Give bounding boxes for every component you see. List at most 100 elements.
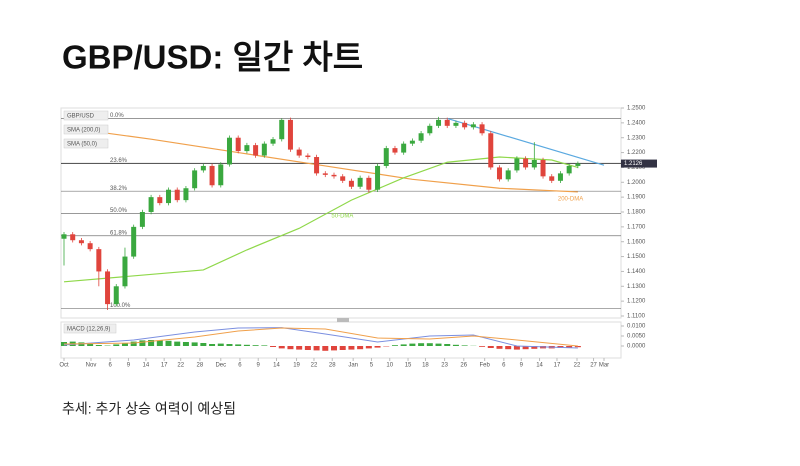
legend-box — [63, 110, 109, 121]
candle-body — [549, 176, 555, 181]
candle-body — [322, 173, 328, 175]
candle-body — [514, 158, 520, 171]
legend-box — [63, 124, 109, 135]
macd-line — [63, 327, 578, 347]
x-tick-label: Nov — [86, 363, 97, 369]
legend-box — [63, 138, 109, 149]
candle-body — [557, 173, 563, 181]
macd-bar — [156, 340, 163, 346]
x-tick-label: 14 — [273, 363, 280, 369]
x-tick-label: 22 — [574, 363, 581, 369]
level-label: 50.0% — [110, 208, 128, 214]
macd-bar — [322, 346, 329, 351]
candle-body — [113, 286, 119, 305]
macd-bar — [339, 346, 346, 350]
legend-box — [63, 323, 117, 334]
candle-body — [436, 119, 442, 126]
macd-bar — [95, 345, 102, 346]
y-tick-label: 1.1900 — [627, 195, 646, 201]
candle-body — [131, 226, 137, 257]
candle-body — [566, 165, 572, 174]
candle-body — [183, 188, 189, 201]
candle-body — [418, 133, 424, 141]
macd-bar — [574, 346, 581, 348]
candle-body — [314, 157, 320, 174]
level-label: 0.0% — [110, 113, 124, 119]
macd-bar — [130, 341, 137, 346]
y-tick-label: 1.2000 — [627, 180, 646, 186]
candle-body — [305, 155, 311, 158]
x-tick-label: Mar — [599, 363, 609, 369]
macd-bar — [121, 343, 128, 346]
macd-bar — [287, 346, 294, 350]
level-label: 61.8% — [110, 230, 128, 236]
candle-body — [340, 176, 346, 181]
macd-bar — [148, 340, 155, 346]
candle-body — [261, 143, 267, 156]
y-tick-label: 1.1700 — [627, 224, 646, 230]
legend-label: SMA (200,0) — [67, 128, 100, 134]
x-tick-label: 17 — [161, 363, 168, 369]
y-tick-label: 1.1600 — [627, 239, 646, 245]
x-tick-label: 27 — [590, 363, 597, 369]
y-tick-label: 1.1400 — [627, 269, 646, 275]
last-price-label: 1.2126 — [624, 161, 643, 167]
macd-bar — [270, 346, 277, 347]
candle-body — [401, 143, 407, 153]
x-tick-label: 6 — [238, 363, 242, 369]
candle-body — [479, 124, 485, 134]
candle-body — [105, 271, 111, 305]
y-tick-label: 1.1300 — [627, 284, 646, 290]
page-title: GBP/USD: 일간 차트 — [62, 39, 363, 76]
macd-bar — [165, 340, 172, 346]
legend-label: SMA (50,0) — [67, 142, 97, 148]
y-tick-label: 1.2100 — [627, 165, 646, 171]
macd-bar — [243, 344, 250, 346]
x-tick-label: Oct — [59, 363, 69, 369]
candle-body — [470, 124, 476, 128]
candle-body — [453, 122, 459, 126]
macd-bar — [235, 344, 242, 346]
macd-bar — [139, 340, 146, 346]
candle-body — [87, 243, 93, 250]
candle-body — [392, 148, 398, 153]
macd-bar — [487, 346, 494, 348]
macd-bar — [374, 346, 381, 348]
y-tick-label: 1.2500 — [627, 106, 646, 112]
x-tick-label: 23 — [441, 363, 448, 369]
candle-body — [575, 163, 581, 166]
candle-body — [488, 133, 494, 168]
macd-bar — [444, 344, 451, 346]
candle-body — [462, 122, 468, 128]
macd-bar — [400, 344, 407, 346]
macd-bar — [217, 343, 224, 346]
level-label: 23.6% — [110, 158, 128, 164]
candle-body — [287, 119, 293, 150]
x-tick-label: Dec — [215, 363, 226, 369]
candle-body — [296, 149, 302, 156]
macd-bar — [261, 345, 268, 346]
candle-body — [78, 240, 84, 244]
x-tick-label: 14 — [536, 363, 543, 369]
candle-body — [366, 177, 372, 190]
panel-handle — [337, 318, 349, 322]
macd-bar — [304, 346, 311, 350]
macd-bar — [348, 346, 355, 350]
macd-bar — [365, 346, 372, 349]
x-tick-label: 9 — [520, 363, 524, 369]
x-tick-label: 9 — [257, 363, 261, 369]
macd-bar — [505, 346, 512, 350]
candle-body — [523, 158, 529, 168]
x-tick-label: 26 — [460, 363, 467, 369]
macd-bar — [182, 342, 189, 346]
candle-body — [427, 125, 433, 134]
x-tick-label: 6 — [502, 363, 506, 369]
legend-label: GBP/USD — [67, 114, 95, 120]
candle-body — [244, 145, 250, 152]
candle-body — [540, 160, 546, 177]
macd-bar — [209, 344, 216, 346]
candle-body — [270, 139, 276, 144]
level-label: 100.0% — [110, 303, 131, 309]
